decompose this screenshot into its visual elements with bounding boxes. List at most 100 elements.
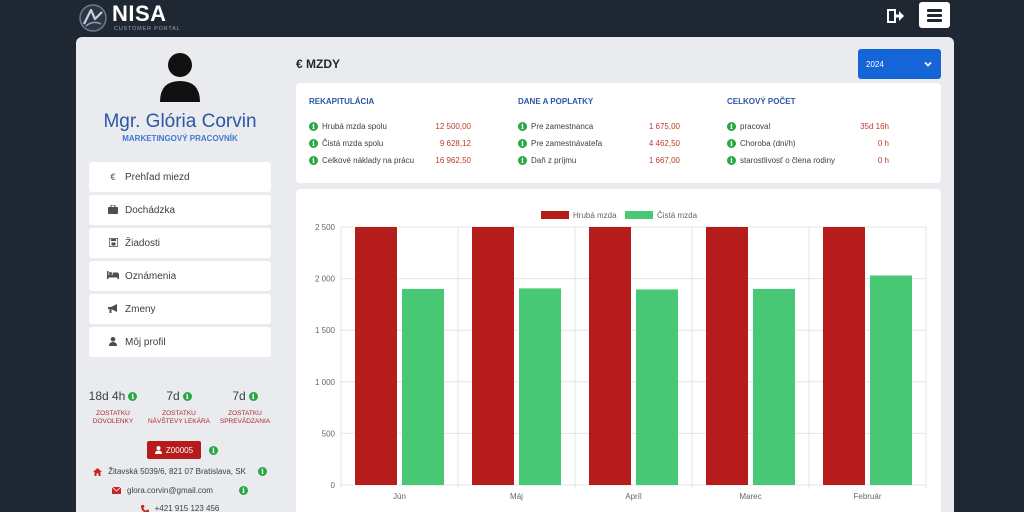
summary-value: 1 675,00 xyxy=(648,122,680,131)
x-tick-label: Apríl xyxy=(625,492,642,501)
info-icon[interactable]: i xyxy=(727,122,736,131)
info-icon[interactable]: i xyxy=(209,446,218,455)
bar xyxy=(355,227,397,485)
stat-label: SPREVÁDZANIA xyxy=(219,418,271,425)
employee-id: Z00005 xyxy=(165,445,194,455)
summary-totals: CELKOVÝ POČET i pracoval 35d 16h i Choroba … xyxy=(727,97,889,169)
summary-row: i Čistá mzda spolu 9 628,12 xyxy=(309,135,471,152)
info-icon[interactable]: i xyxy=(518,156,527,165)
bar xyxy=(823,227,865,485)
summary-label: Pre zamestnanca xyxy=(531,122,594,131)
y-tick-label: 2 000 xyxy=(315,275,336,284)
sidebar-item-notifications[interactable]: Oznámenia xyxy=(89,261,271,291)
summary-value: 35d 16h xyxy=(860,122,889,131)
bar xyxy=(636,289,678,485)
info-icon[interactable]: i xyxy=(128,391,138,401)
y-tick-label: 2 500 xyxy=(315,223,336,232)
stat-label: ZOSTATKU xyxy=(228,410,262,417)
stat-label: ZOSTATKU xyxy=(162,410,196,417)
sidebar-item-changes[interactable]: Zmeny xyxy=(89,294,271,324)
logo-subtitle: CUSTOMER PORTAL xyxy=(114,26,181,32)
year-select[interactable]: 2024 xyxy=(858,49,941,79)
address-text: Žitavská 5039/6, 821 07 Bratislava, SK xyxy=(108,467,246,476)
content-area: Mgr. Glória Corvin MARKETINGOVÝ PRACOVNÍ… xyxy=(76,37,954,512)
info-icon[interactable]: i xyxy=(248,391,258,401)
year-select-value: 2024 xyxy=(866,59,884,69)
sidebar-item-label: Zmeny xyxy=(125,303,156,315)
y-tick-label: 0 xyxy=(331,481,336,490)
user-icon xyxy=(107,336,119,348)
summary-card: REKAPITULÁCIA i Hrubá mzda spolu 12 500,00… xyxy=(296,83,941,183)
summary-label: Čistá mzda spolu xyxy=(322,139,384,148)
info-icon[interactable]: i xyxy=(309,122,318,131)
euro-icon: € xyxy=(110,172,116,182)
briefcase-icon xyxy=(107,204,119,216)
sidebar-item-payroll[interactable]: € Prehľad miezd xyxy=(89,162,271,192)
info-icon[interactable]: i xyxy=(257,467,267,476)
summary-row: i starostlivosť o člena rodiny 0 h xyxy=(727,152,889,169)
sidebar: Mgr. Glória Corvin MARKETINGOVÝ PRACOVNÍ… xyxy=(76,37,284,512)
phone-text: +421 915 123 456 xyxy=(154,504,220,512)
summary-row: i Hrubá mzda spolu 12 500,00 xyxy=(309,118,471,135)
save-icon xyxy=(107,236,119,249)
bar xyxy=(706,227,748,485)
info-icon[interactable]: i xyxy=(309,139,318,148)
summary-row: i Celkové náklady na prácu 16 962,50 xyxy=(309,152,471,169)
logo-title: NISA xyxy=(112,1,167,26)
stat-value: 7d xyxy=(232,389,246,403)
sidebar-item-label: Oznámenia xyxy=(125,270,177,282)
logo-mark-icon xyxy=(79,4,107,32)
sidebar-item-profile[interactable]: Môj profil xyxy=(89,327,271,357)
info-icon[interactable]: i xyxy=(727,139,736,148)
stat-vacation: 18d 4h i ZOSTATKU DOVOLENKY xyxy=(80,387,146,426)
info-icon[interactable]: i xyxy=(518,139,527,148)
phone-icon xyxy=(140,504,149,512)
summary-recap: REKAPITULÁCIA i Hrubá mzda spolu 12 500,00… xyxy=(309,97,471,169)
sign-out-icon[interactable] xyxy=(886,6,906,26)
bar xyxy=(519,288,561,485)
info-icon[interactable]: i xyxy=(182,391,192,401)
home-icon xyxy=(93,467,103,476)
info-icon[interactable]: i xyxy=(309,156,318,165)
summary-heading: DANE A POPLATKY xyxy=(518,97,594,106)
summary-row: i Choroba (dni/h) 0 h xyxy=(727,135,889,152)
summary-heading: REKAPITULÁCIA xyxy=(309,97,375,106)
sidebar-item-attendance[interactable]: Dochádzka xyxy=(89,195,271,225)
top-bar: NISA CUSTOMER PORTAL xyxy=(0,0,1024,37)
summary-label: Pre zamestnávateľa xyxy=(531,139,603,148)
employee-id-badge: Z00005 xyxy=(147,441,201,459)
sidebar-item-label: Žiadosti xyxy=(125,237,161,249)
summary-label: Daň z príjmu xyxy=(531,156,577,165)
summary-value: 0 h xyxy=(877,139,889,148)
summary-value: 9 628,12 xyxy=(439,139,471,148)
y-tick-label: 500 xyxy=(322,429,336,438)
email-text: glora.corvin@gmail.com xyxy=(127,486,213,495)
bar xyxy=(870,275,912,485)
stat-label: NÁVŠTEVY LEKÁRA xyxy=(147,418,211,425)
logo[interactable]: NISA CUSTOMER PORTAL xyxy=(78,1,188,35)
summary-label: starostlivosť o člena rodiny xyxy=(740,156,836,165)
x-tick-label: Jún xyxy=(393,492,406,501)
profile-role: MARKETINGOVÝ PRACOVNÍK xyxy=(122,134,238,143)
y-tick-label: 1 500 xyxy=(315,326,336,335)
bullhorn-icon xyxy=(107,303,119,315)
summary-value: 1 667,00 xyxy=(648,156,680,165)
hamburger-icon xyxy=(927,9,942,12)
bar xyxy=(589,227,631,485)
avatar-user-icon xyxy=(160,53,200,102)
info-icon[interactable]: i xyxy=(727,156,736,165)
summary-row: i Daň z príjmu 1 667,00 xyxy=(518,152,680,169)
legend-label: Hrubá mzda xyxy=(573,211,617,220)
summary-row: i Pre zamestnávateľa 4 462,50 xyxy=(518,135,680,152)
menu-button[interactable] xyxy=(919,2,950,28)
info-icon[interactable]: i xyxy=(238,486,248,495)
summary-value: 12 500,00 xyxy=(435,122,471,131)
summary-row: i Pre zamestnanca 1 675,00 xyxy=(518,118,680,135)
info-icon[interactable]: i xyxy=(518,122,527,131)
stat-label: DOVOLENKY xyxy=(92,418,134,425)
chevron-down-icon xyxy=(924,61,932,67)
bar xyxy=(472,227,514,485)
x-tick-label: Február xyxy=(853,492,881,501)
summary-taxes: DANE A POPLATKY i Pre zamestnanca 1 675,00… xyxy=(518,97,680,169)
sidebar-item-requests[interactable]: Žiadosti xyxy=(89,228,271,258)
